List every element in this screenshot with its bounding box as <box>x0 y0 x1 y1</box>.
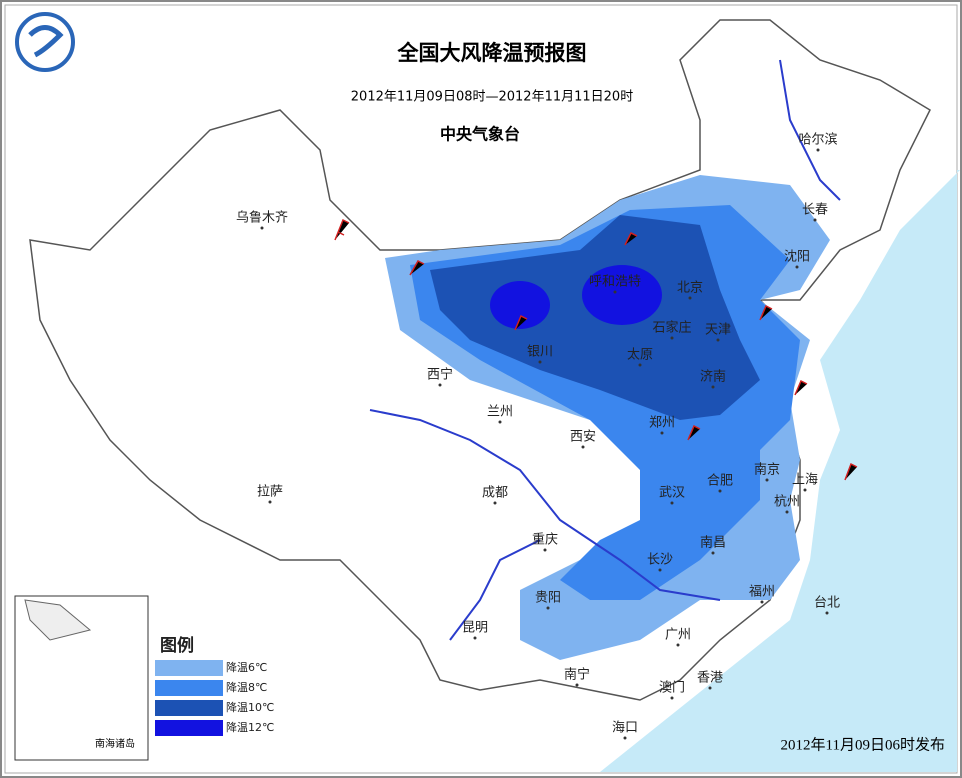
city-dot <box>498 420 502 424</box>
legend-title: 图例 <box>160 635 194 656</box>
city-label: 西宁 <box>427 367 453 383</box>
period: 2012年11月09日08时—2012年11月11日20时 <box>351 90 633 105</box>
city-label: 重庆 <box>532 532 558 548</box>
city-label: 昆明 <box>462 621 488 636</box>
city-dot <box>711 551 715 555</box>
city-label: 南宁 <box>564 667 590 683</box>
city-dot <box>660 431 664 435</box>
city-label: 上海 <box>792 473 818 488</box>
logo-mark <box>28 25 64 58</box>
wind-barbs <box>334 218 858 481</box>
city-dot <box>438 383 442 387</box>
zone-10 <box>430 215 760 420</box>
city-dot <box>760 600 764 604</box>
city-label: 西安 <box>570 430 596 445</box>
city-dot <box>538 360 542 364</box>
legend-swatch <box>155 660 223 676</box>
city-label: 南昌 <box>700 535 726 551</box>
legend-label: 降温8℃ <box>226 680 267 694</box>
city-label: 台北 <box>814 596 840 611</box>
city-dot <box>708 686 712 690</box>
city-dot <box>676 643 680 647</box>
city-dot <box>813 218 817 222</box>
city-dot <box>546 606 550 610</box>
city-dot <box>785 510 789 514</box>
city-dot <box>718 489 722 493</box>
legend-swatch <box>155 680 223 696</box>
city-label: 乌鲁木齐 <box>236 210 288 226</box>
city-dot <box>543 548 547 552</box>
city-dot <box>803 488 807 492</box>
city-label: 合肥 <box>707 474 733 489</box>
legend-swatch <box>155 720 223 736</box>
city-dot <box>638 363 642 367</box>
city-dot <box>670 696 674 700</box>
city-dot <box>268 500 272 504</box>
logo <box>15 12 75 72</box>
city-label: 哈尔滨 <box>798 132 837 148</box>
city-label: 香港 <box>697 671 723 686</box>
city-label: 杭州 <box>774 495 800 510</box>
city-dot <box>473 636 477 640</box>
city-label: 石家庄 <box>652 320 691 336</box>
city-dot <box>623 736 627 740</box>
city-dot <box>613 290 617 294</box>
city-label: 南京 <box>754 462 780 478</box>
city-dot <box>670 336 674 340</box>
city-label: 太原 <box>627 348 653 363</box>
city-dot <box>493 501 497 505</box>
city-label: 北京 <box>677 281 703 296</box>
legend: 降温6℃ 降温8℃ 降温10℃ 降温12℃ <box>155 660 274 736</box>
city-label: 长沙 <box>647 553 673 568</box>
sea <box>600 170 960 772</box>
city-dot <box>765 478 769 482</box>
agency: 中央气象台 <box>440 125 520 144</box>
legend-swatch <box>155 700 223 716</box>
city-label: 福州 <box>749 585 775 600</box>
city-label: 沈阳 <box>784 250 810 265</box>
city-label: 武汉 <box>659 486 685 501</box>
city-dot <box>670 501 674 505</box>
city-label: 长春 <box>802 203 828 218</box>
city-label: 兰州 <box>487 405 513 420</box>
legend-label: 降温12℃ <box>226 720 274 734</box>
city-dot <box>795 265 799 269</box>
city-dot <box>658 568 662 572</box>
city-dot <box>816 148 820 152</box>
inset-label: 南海诸岛 <box>95 737 135 750</box>
zone-12 <box>582 265 662 325</box>
city-label: 天津 <box>705 323 731 338</box>
inset-coast <box>24 599 92 641</box>
city-dot <box>688 296 692 300</box>
legend-label: 降温10℃ <box>226 700 274 714</box>
city-label: 贵阳 <box>535 591 561 606</box>
legend-label: 降温6℃ <box>226 660 267 674</box>
rivers <box>369 59 841 641</box>
city-label: 呼和浩特 <box>589 275 641 290</box>
city-dot <box>711 385 715 389</box>
city-label: 郑州 <box>649 416 675 431</box>
city-dot <box>575 683 579 687</box>
city-label: 拉萨 <box>257 485 283 500</box>
city-label: 澳门 <box>659 680 685 696</box>
title: 全国大风降温预报图 <box>397 41 587 65</box>
city-dot <box>260 226 264 230</box>
city-label: 广州 <box>665 628 691 643</box>
city-label: 济南 <box>700 369 726 385</box>
city-dot <box>825 611 829 615</box>
city-dot <box>716 338 720 342</box>
city-label: 海口 <box>612 721 638 736</box>
issued: 2012年11月09日06时发布 <box>781 736 945 753</box>
city-label: 银川 <box>527 345 553 360</box>
city-label: 成都 <box>482 486 508 501</box>
city-dot <box>581 445 585 449</box>
zone-12 <box>490 281 550 329</box>
